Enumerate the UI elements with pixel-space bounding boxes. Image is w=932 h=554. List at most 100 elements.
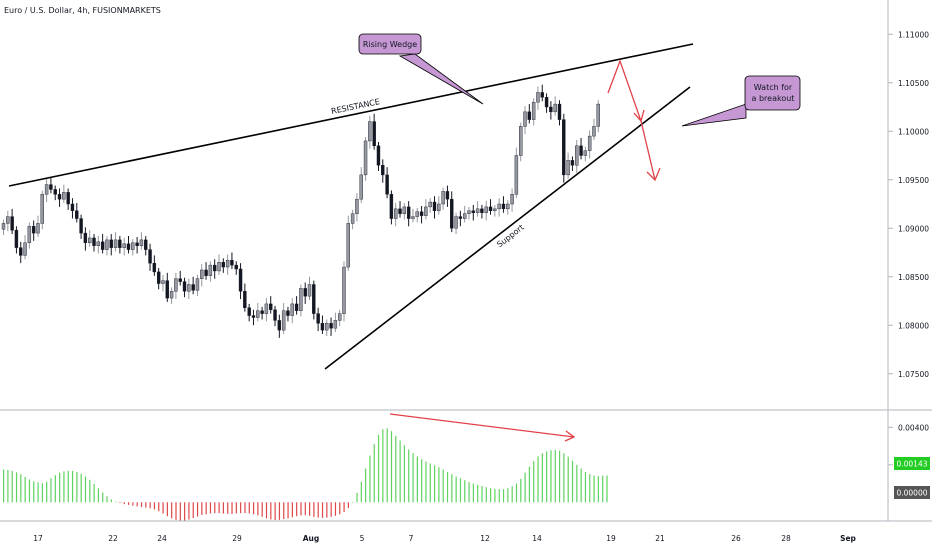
time-axis[interactable]: 17 22 24 29 Aug 5 7 12 14 19 21 26 28 Sep [33,534,856,543]
histogram-bar [283,502,285,520]
candle-body [100,241,105,250]
candle-body [105,239,109,250]
chart-title: Euro / U.S. Dollar, 4h, FUSIONMARKETS [4,6,161,15]
candle-body [113,239,118,248]
candle-body [381,164,385,176]
candle-body [484,206,488,213]
histogram-bar [46,481,48,503]
candle-body [312,284,316,314]
histogram-bar [494,488,496,503]
histogram-bar [265,502,268,519]
price-tick-label: 1.10000 [898,127,929,136]
histogram-bar [270,502,272,520]
candle-body [587,135,592,151]
histogram-bar [481,486,483,503]
histogram-bar [84,476,87,503]
candle-body [557,103,562,120]
histogram-bar [244,502,246,514]
candle-body [562,119,566,176]
histogram-bar [403,445,406,503]
resistance-line [8,43,694,187]
candle-body [256,310,260,318]
candle-body [445,191,450,200]
histogram-bar [339,502,341,515]
candle-body [10,216,14,231]
candle-body [415,211,419,217]
histogram-bar [593,475,595,503]
candle-body [174,278,178,292]
support-label: Support [495,223,526,249]
histogram-bar [7,470,9,503]
histogram-bar [274,502,276,521]
histogram-bar [468,482,470,503]
candle-body [238,268,243,292]
histogram-bar [71,470,74,503]
time-tick-label: 7 [409,534,414,543]
histogram-bar [248,502,250,514]
histogram-bar [321,502,324,518]
histogram-bar [464,480,466,503]
histogram-bar [498,489,500,503]
histogram-bar [347,502,349,508]
candle-body [316,313,320,324]
candle-body [217,262,221,272]
time-tick-label: 21 [655,534,665,543]
histogram-bar [352,502,354,503]
candle-body [527,111,532,120]
candle-body [247,307,251,316]
histogram-bar [175,502,177,520]
candle-body [475,208,480,213]
candle-body [126,243,131,250]
candle-body [23,242,27,256]
histogram-bar [291,502,293,518]
candle-body [135,242,139,246]
histogram-bar [257,502,259,516]
time-tick-label: 28 [781,534,791,543]
candle-body [195,278,200,291]
histogram-bar [115,501,117,503]
candle-body [225,260,230,268]
time-tick-label: 14 [532,534,542,543]
candle-body [161,280,165,284]
price-tick-label: 1.09000 [898,224,929,233]
candle-body [432,201,437,211]
divergence-arrow [389,413,575,438]
osc-value-text: 0.00143 [896,460,927,469]
histogram-bar [278,502,281,520]
time-tick-label: 29 [232,534,242,543]
histogram-bar [20,474,22,503]
histogram-bar [222,502,225,514]
histogram-bar [317,502,319,518]
histogram-bar [166,502,168,517]
histogram-bar [205,502,207,515]
support-line [324,86,691,370]
projection-path [607,59,656,181]
histogram-bar [395,435,397,503]
candle-body [299,288,303,311]
candle-body [471,210,475,213]
candle-body [182,281,187,292]
histogram-bar [399,440,401,503]
candle-body [350,213,355,224]
candle-body [419,211,424,216]
histogram-bar [365,468,367,503]
candle-body [19,247,23,256]
histogram-bar [446,471,449,503]
histogram-bar [537,456,539,503]
candle-body [359,174,363,200]
histogram-bar [377,434,380,503]
candle-body [83,232,88,244]
histogram-bar [528,466,531,503]
histogram-bar [382,429,384,503]
candle-body [406,206,411,219]
candle-body [355,198,359,214]
price-axis[interactable]: 1.11000 1.10500 1.10000 1.09500 1.09000 1.085… [888,30,929,379]
histogram-bar [550,450,552,503]
candle-body [385,174,389,195]
histogram-bar [563,453,565,503]
candle-body [462,213,467,219]
histogram-bar [33,481,35,503]
candle-body [277,320,282,331]
